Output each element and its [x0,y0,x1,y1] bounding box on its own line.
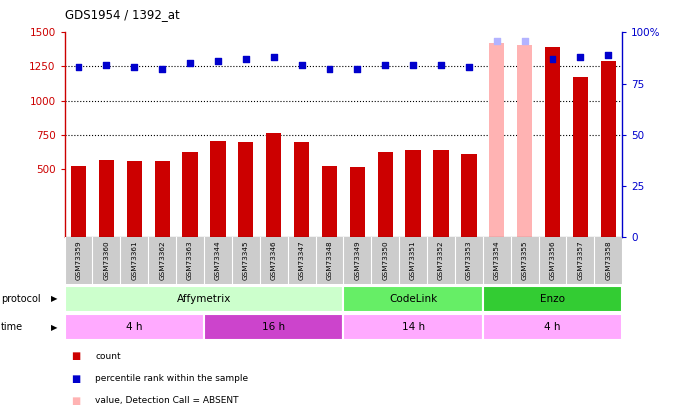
Point [129,64,140,70]
Point [352,66,363,72]
Text: ■: ■ [71,396,81,405]
Bar [483,314,622,340]
Point [520,37,530,44]
Bar [71,166,86,237]
Point [379,62,390,68]
Text: GSM73352: GSM73352 [438,241,444,280]
Bar [154,161,170,237]
Bar [483,286,622,312]
Bar [210,141,226,237]
Bar [573,77,588,237]
Text: GSM73359: GSM73359 [75,241,82,280]
Text: GSM73344: GSM73344 [215,241,221,280]
Text: count: count [95,352,121,361]
Text: ■: ■ [71,352,81,361]
Text: GSM73349: GSM73349 [354,241,360,280]
Point [296,62,307,68]
Point [435,62,446,68]
Point [408,62,419,68]
Text: GSM73354: GSM73354 [494,241,500,280]
Text: 4 h: 4 h [126,322,143,332]
Point [602,52,613,58]
Text: GSM73357: GSM73357 [577,241,583,280]
Text: GSM73362: GSM73362 [159,241,165,280]
Bar [377,152,393,237]
Text: GSM73360: GSM73360 [103,241,109,280]
Text: GSM73363: GSM73363 [187,241,193,280]
Point [241,56,252,62]
Bar [461,154,477,237]
Text: Enzo: Enzo [540,294,565,304]
Text: time: time [1,322,23,332]
Point [156,66,168,72]
Bar [238,142,254,237]
Bar [204,314,343,340]
Bar [126,160,142,237]
Text: CodeLink: CodeLink [389,294,437,304]
Text: percentile rank within the sample: percentile rank within the sample [95,374,248,383]
Bar [517,45,532,237]
Point [101,62,112,68]
Bar [489,43,505,237]
Bar [405,150,421,237]
Point [491,37,502,44]
Bar [182,152,198,237]
Text: ■: ■ [71,374,81,384]
Bar [350,167,365,237]
Text: Affymetrix: Affymetrix [177,294,231,304]
Text: GSM73358: GSM73358 [605,241,611,280]
Bar [600,61,616,237]
Bar [322,166,337,237]
Bar [343,286,483,312]
Point [212,58,223,64]
Text: 16 h: 16 h [262,322,286,332]
Bar [65,286,343,312]
Text: GSM73353: GSM73353 [466,241,472,280]
Text: GSM73355: GSM73355 [522,241,528,280]
Text: GSM73345: GSM73345 [243,241,249,280]
Bar [433,150,449,237]
Bar [99,160,114,237]
Text: ▶: ▶ [51,294,58,303]
Text: 4 h: 4 h [544,322,561,332]
Text: GSM73361: GSM73361 [131,241,137,280]
Point [185,60,196,66]
Point [575,54,586,60]
Text: GSM73356: GSM73356 [549,241,556,280]
Text: protocol: protocol [1,294,40,304]
Text: GSM73348: GSM73348 [326,241,333,280]
Point [547,56,558,62]
Text: GSM73351: GSM73351 [410,241,416,280]
Point [464,64,475,70]
Point [73,64,84,70]
Text: GSM73350: GSM73350 [382,241,388,280]
Point [324,66,335,72]
Text: value, Detection Call = ABSENT: value, Detection Call = ABSENT [95,396,239,405]
Text: GDS1954 / 1392_at: GDS1954 / 1392_at [65,8,180,21]
Text: GSM73346: GSM73346 [271,241,277,280]
Bar [343,314,483,340]
Text: 14 h: 14 h [401,322,425,332]
Bar [65,314,204,340]
Bar [266,133,282,237]
Text: ▶: ▶ [51,322,58,332]
Point [269,54,279,60]
Bar [545,47,560,237]
Text: GSM73347: GSM73347 [299,241,305,280]
Bar [294,142,309,237]
